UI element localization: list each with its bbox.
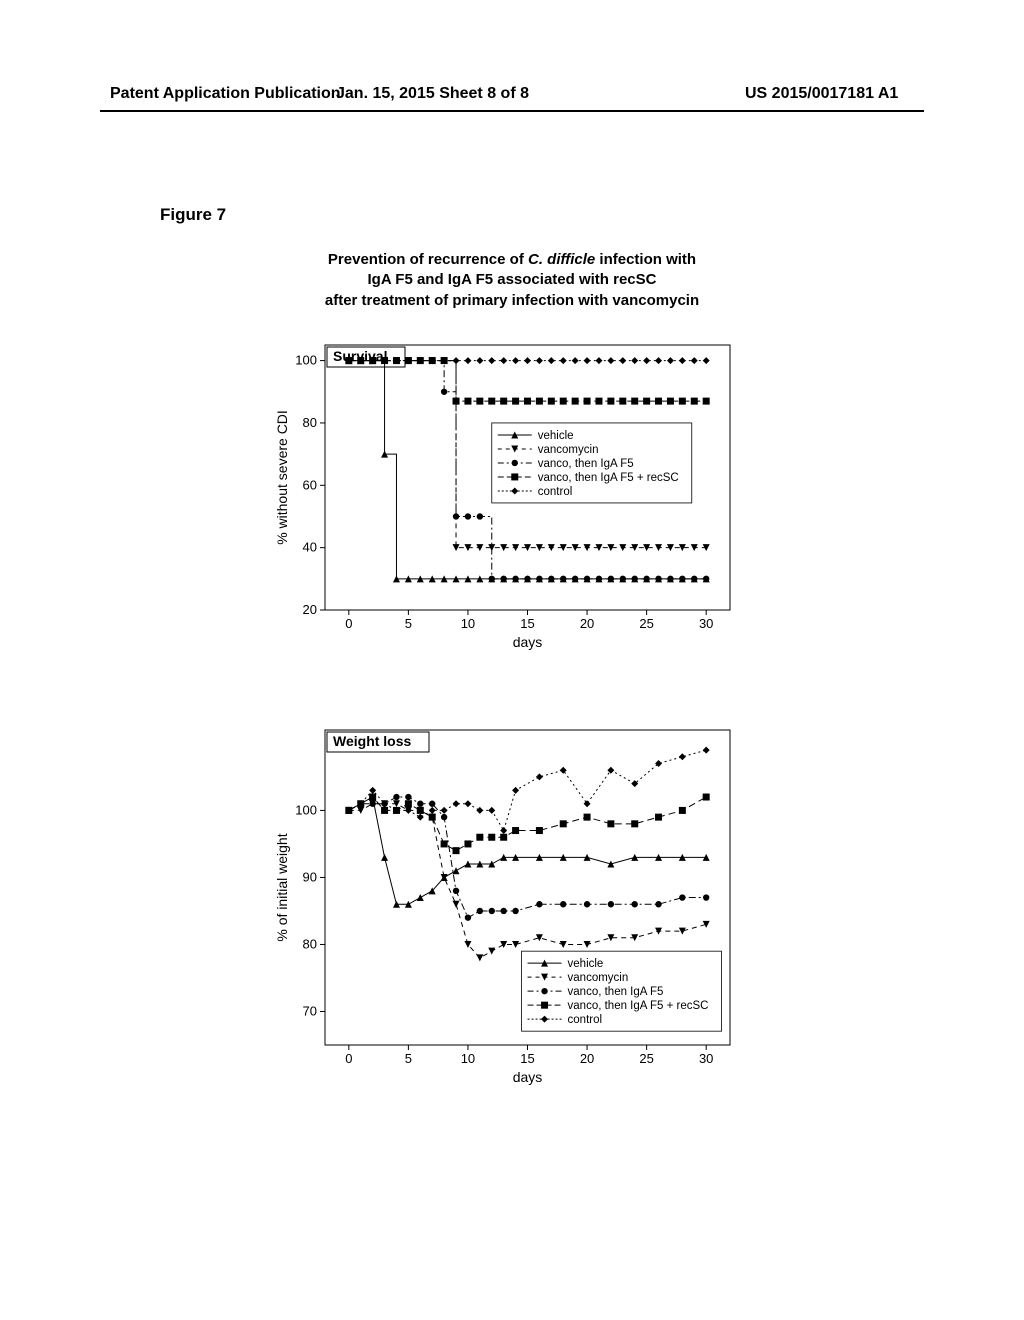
svg-text:0: 0: [345, 1051, 352, 1066]
svg-text:70: 70: [303, 1003, 317, 1018]
survival-chart: 0 5 10 15 20 25 30 20 40 60 80 100 days % without sev…: [270, 335, 740, 655]
svg-text:80: 80: [303, 936, 317, 951]
svg-text:20: 20: [580, 1051, 594, 1066]
svg-text:vanco, then IgA F5 + recSC: vanco, then IgA F5 + recSC: [568, 1000, 709, 1012]
svg-text:25: 25: [639, 616, 653, 631]
svg-text:100: 100: [295, 802, 317, 817]
svg-text:25: 25: [639, 1051, 653, 1066]
svg-text:control: control: [538, 486, 573, 498]
figure-title: Prevention of recurrence of C. difficle …: [0, 250, 1024, 311]
svg-text:vanco, then IgA F5: vanco, then IgA F5: [538, 458, 634, 470]
svg-text:40: 40: [303, 540, 317, 555]
svg-text:10: 10: [461, 616, 475, 631]
page: { "header": { "left": "Patent Applicatio…: [0, 0, 1024, 1320]
header-left-text: Patent Application Publication: [110, 85, 341, 103]
svg-text:20: 20: [303, 602, 317, 617]
svg-text:days: days: [513, 1069, 543, 1085]
svg-text:vanco, then IgA F5: vanco, then IgA F5: [568, 986, 664, 998]
svg-text:vanco, then IgA F5 + recSC: vanco, then IgA F5 + recSC: [538, 472, 679, 484]
title-line1-b: infection with: [595, 251, 696, 268]
svg-text:Weight loss: Weight loss: [333, 733, 412, 749]
svg-text:days: days: [513, 634, 543, 650]
figure-label: Figure 7: [160, 205, 226, 225]
svg-text:30: 30: [699, 616, 713, 631]
weight-loss-chart: 0 5 10 15 20 25 30 70 80 90 100 days % of initial we…: [270, 720, 740, 1090]
svg-text:0: 0: [345, 616, 352, 631]
svg-text:5: 5: [405, 1051, 412, 1066]
title-line1-a: Prevention of recurrence of: [328, 251, 528, 268]
svg-text:15: 15: [520, 1051, 534, 1066]
svg-text:vancomycin: vancomycin: [568, 972, 629, 984]
svg-text:30: 30: [699, 1051, 713, 1066]
svg-text:15: 15: [520, 616, 534, 631]
svg-text:60: 60: [303, 477, 317, 492]
svg-text:control: control: [568, 1014, 603, 1026]
svg-text:10: 10: [461, 1051, 475, 1066]
svg-text:5: 5: [405, 616, 412, 631]
svg-text:vehicle: vehicle: [538, 430, 574, 442]
svg-text:vancomycin: vancomycin: [538, 444, 599, 456]
svg-text:% of initial weight: % of initial weight: [274, 833, 290, 941]
svg-text:20: 20: [580, 616, 594, 631]
svg-text:% without severe CDI: % without severe CDI: [274, 410, 290, 545]
title-line3: after treatment of primary infection wit…: [325, 292, 699, 309]
header-right-text: US 2015/0017181 A1: [745, 85, 898, 103]
svg-text:100: 100: [295, 353, 317, 368]
svg-text:90: 90: [303, 869, 317, 884]
title-line2: IgA F5 and IgA F5 associated with recSC: [368, 271, 657, 288]
title-line1-em: C. difficle: [528, 251, 595, 268]
header-rule: [100, 110, 924, 112]
svg-text:vehicle: vehicle: [568, 958, 604, 970]
svg-text:80: 80: [303, 415, 317, 430]
header-middle-text: Jan. 15, 2015 Sheet 8 of 8: [336, 85, 529, 103]
